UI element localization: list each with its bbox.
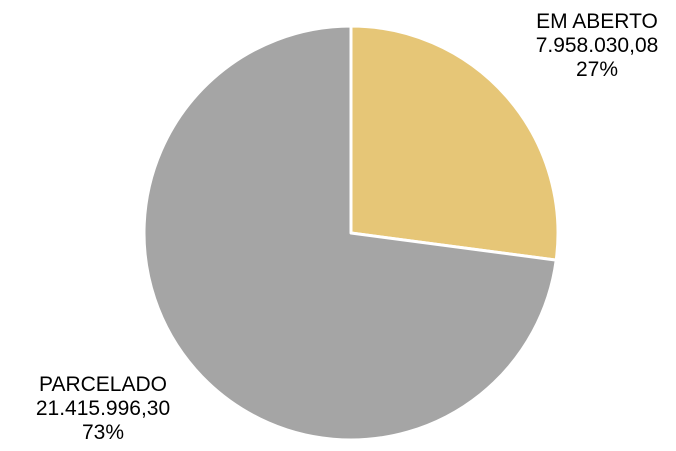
pie-slice-parcelado (142, 24, 558, 442)
data-label-em-aberto: EM ABERTO 7.958.030,08 27% (522, 10, 672, 82)
slice-percent-em-aberto: 27% (575, 58, 619, 81)
slice-label-parcelado: PARCELADO (39, 373, 167, 396)
slice-value-parcelado: 21.415.996,30 (35, 397, 171, 420)
slice-label-em-aberto: EM ABERTO (536, 10, 658, 33)
slice-value-em-aberto: 7.958.030,08 (535, 34, 659, 57)
slice-percent-parcelado: 73% (81, 421, 125, 444)
pie-slice-em-aberto (349, 24, 560, 262)
data-label-parcelado: PARCELADO 21.415.996,30 73% (18, 373, 188, 445)
